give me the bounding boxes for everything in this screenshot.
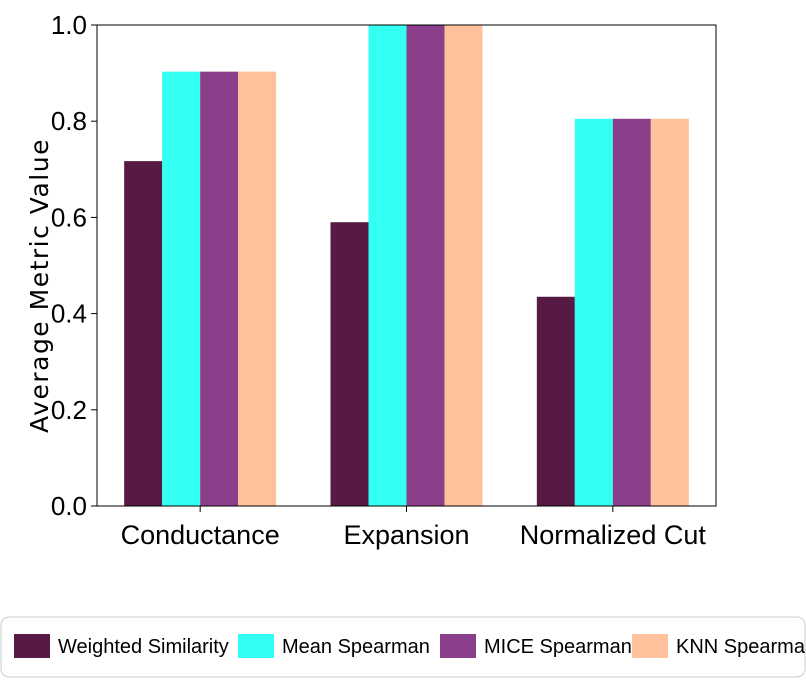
legend-swatch: [238, 634, 274, 658]
bar-mean-spearman-expansion: [368, 25, 407, 506]
x-tick-label: Normalized Cut: [520, 520, 707, 550]
y-tick-label: 0.4: [51, 299, 87, 329]
y-tick-label: 0.8: [51, 106, 87, 136]
bar-knn-spearman-normalized-cut: [650, 118, 689, 507]
legend-box: [0, 616, 806, 678]
legend-label: MICE Spearman: [484, 636, 632, 658]
x-axis: Conductance Expansion Normalized Cut: [121, 506, 707, 550]
bars-group: [124, 25, 689, 507]
bar-mice-spearman-normalized-cut: [612, 118, 651, 507]
y-tick-label: 0.6: [51, 202, 87, 232]
legend-swatch: [632, 634, 668, 658]
bar-weighted-similarity-conductance: [124, 161, 163, 507]
x-tick-label: Expansion: [343, 520, 469, 550]
y-tick-label: 1.0: [51, 10, 87, 40]
legend-swatch: [440, 634, 476, 658]
bar-weighted-similarity-normalized-cut: [536, 296, 575, 506]
x-tick-label: Conductance: [121, 520, 280, 550]
y-axis-title: Average Metric Value: [25, 138, 54, 433]
legend-label: KNN Spearman: [676, 636, 806, 658]
bar-mice-spearman-conductance: [200, 71, 239, 507]
bar-mice-spearman-expansion: [406, 25, 445, 506]
y-axis: 0.0 0.2 0.4 0.6 0.8 1.0: [51, 10, 97, 521]
bar-mean-spearman-normalized-cut: [574, 118, 613, 507]
y-tick-label: 0.2: [51, 395, 87, 425]
legend-swatch: [14, 634, 50, 658]
legend-label: Weighted Similarity: [58, 636, 229, 658]
y-tick-label: 0.0: [51, 491, 87, 521]
bar-mean-spearman-conductance: [162, 71, 201, 507]
legend: Weighted Similarity Mean Spearman MICE Spe…: [0, 616, 806, 678]
bar-knn-spearman-conductance: [238, 71, 277, 507]
legend-label: Mean Spearman: [282, 636, 430, 658]
bar-weighted-similarity-expansion: [330, 222, 369, 506]
bar-knn-spearman-expansion: [444, 25, 483, 506]
